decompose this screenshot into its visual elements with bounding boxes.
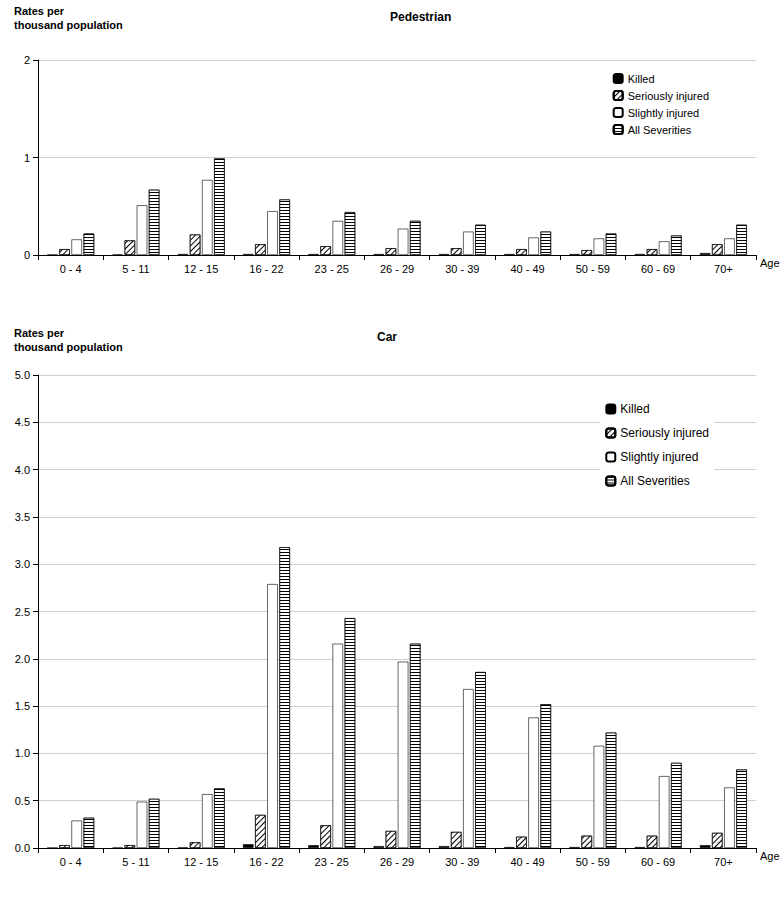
svg-text:16 - 22: 16 - 22 xyxy=(249,856,283,868)
svg-text:0 - 4: 0 - 4 xyxy=(60,856,82,868)
svg-text:0: 0 xyxy=(24,249,30,261)
svg-text:3.0: 3.0 xyxy=(15,558,30,570)
svg-text:30 - 39: 30 - 39 xyxy=(445,856,479,868)
svg-text:5 - 11: 5 - 11 xyxy=(122,856,149,868)
svg-text:26 - 29: 26 - 29 xyxy=(380,856,414,868)
svg-text:Seriously injured: Seriously injured xyxy=(628,90,709,102)
svg-text:60 - 69: 60 - 69 xyxy=(641,263,675,275)
svg-text:0.5: 0.5 xyxy=(15,795,30,807)
svg-text:2: 2 xyxy=(24,54,30,66)
svg-text:Killed: Killed xyxy=(620,402,649,416)
svg-text:40 - 49: 40 - 49 xyxy=(510,263,544,275)
svg-text:70+: 70+ xyxy=(714,263,733,275)
svg-text:12 - 15: 12 - 15 xyxy=(184,263,218,275)
svg-text:12 - 15: 12 - 15 xyxy=(184,856,218,868)
svg-text:0.0: 0.0 xyxy=(15,842,30,854)
svg-text:70+: 70+ xyxy=(714,856,733,868)
svg-text:1.0: 1.0 xyxy=(15,747,30,759)
svg-text:All Severities: All Severities xyxy=(628,124,692,136)
svg-text:4.5: 4.5 xyxy=(15,416,30,428)
svg-text:26 - 29: 26 - 29 xyxy=(380,263,414,275)
svg-text:Slightly injured: Slightly injured xyxy=(628,107,700,119)
svg-text:Age: Age xyxy=(760,257,780,269)
svg-text:3.5: 3.5 xyxy=(15,511,30,523)
svg-text:23 - 25: 23 - 25 xyxy=(315,263,349,275)
svg-text:4.0: 4.0 xyxy=(15,464,30,476)
svg-text:30 - 39: 30 - 39 xyxy=(445,263,479,275)
svg-text:50 - 59: 50 - 59 xyxy=(576,263,610,275)
svg-text:Age: Age xyxy=(760,850,780,862)
svg-text:5 - 11: 5 - 11 xyxy=(122,263,149,275)
svg-text:1.5: 1.5 xyxy=(15,700,30,712)
svg-text:Killed: Killed xyxy=(628,73,655,85)
svg-text:Rates per: Rates per xyxy=(14,327,65,339)
svg-text:Rates per: Rates per xyxy=(14,5,65,17)
svg-text:Pedestrian: Pedestrian xyxy=(390,10,451,24)
svg-text:Car: Car xyxy=(377,330,397,344)
svg-text:50 - 59: 50 - 59 xyxy=(576,856,610,868)
svg-text:Seriously injured: Seriously injured xyxy=(620,426,709,440)
svg-text:60 - 69: 60 - 69 xyxy=(641,856,675,868)
svg-text:Slightly injured: Slightly injured xyxy=(620,450,698,464)
svg-text:5.0: 5.0 xyxy=(15,369,30,381)
svg-text:All Severities: All Severities xyxy=(620,474,689,488)
svg-text:23 - 25: 23 - 25 xyxy=(315,856,349,868)
svg-text:40 - 49: 40 - 49 xyxy=(510,856,544,868)
svg-text:16 - 22: 16 - 22 xyxy=(249,263,283,275)
svg-text:thousand population: thousand population xyxy=(14,341,123,353)
svg-text:0 - 4: 0 - 4 xyxy=(60,263,82,275)
svg-text:2.0: 2.0 xyxy=(15,653,30,665)
svg-text:1: 1 xyxy=(24,152,30,164)
svg-text:2.5: 2.5 xyxy=(15,606,30,618)
svg-text:thousand population: thousand population xyxy=(14,19,123,31)
